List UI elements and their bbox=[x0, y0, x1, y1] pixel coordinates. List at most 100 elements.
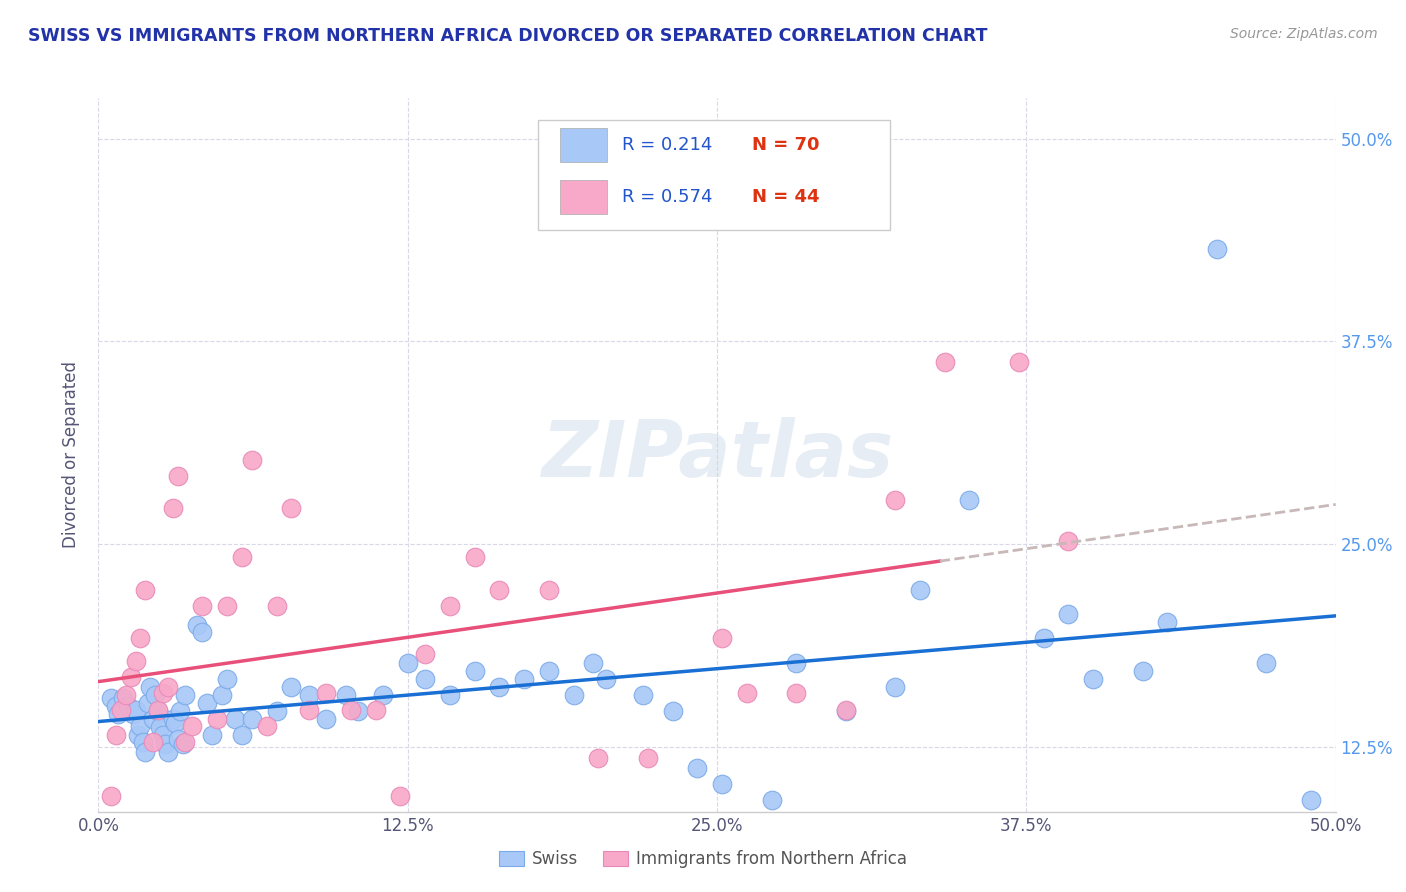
Point bbox=[315, 686, 337, 700]
Point bbox=[132, 735, 155, 749]
Point bbox=[1057, 533, 1080, 548]
Point bbox=[240, 452, 263, 467]
Point bbox=[835, 704, 858, 718]
Point bbox=[114, 688, 136, 702]
Point bbox=[152, 686, 174, 700]
Point bbox=[122, 707, 145, 722]
Point bbox=[139, 680, 162, 694]
Legend: Swiss, Immigrants from Northern Africa: Swiss, Immigrants from Northern Africa bbox=[492, 844, 914, 875]
Point bbox=[588, 751, 610, 765]
Point bbox=[124, 702, 146, 716]
Point bbox=[112, 691, 135, 706]
Point bbox=[231, 550, 253, 565]
Point bbox=[124, 654, 146, 668]
Point bbox=[335, 688, 357, 702]
Point bbox=[142, 735, 165, 749]
Point bbox=[934, 355, 956, 369]
Point bbox=[142, 712, 165, 726]
Point bbox=[211, 688, 233, 702]
Point bbox=[136, 696, 159, 710]
Point bbox=[107, 707, 129, 722]
Point bbox=[562, 688, 585, 702]
Point bbox=[146, 702, 169, 716]
Point bbox=[162, 712, 184, 726]
Point bbox=[735, 686, 758, 700]
Point bbox=[266, 599, 288, 613]
Point bbox=[155, 737, 177, 751]
Point bbox=[165, 715, 187, 730]
Point bbox=[201, 729, 224, 743]
Point bbox=[195, 696, 218, 710]
Point bbox=[785, 686, 807, 700]
Point bbox=[224, 712, 246, 726]
Point bbox=[537, 664, 560, 678]
Point bbox=[595, 672, 617, 686]
Text: ZIPatlas: ZIPatlas bbox=[541, 417, 893, 493]
Point bbox=[413, 672, 436, 686]
Point bbox=[488, 582, 510, 597]
Text: R = 0.574: R = 0.574 bbox=[621, 188, 713, 206]
Point bbox=[413, 648, 436, 662]
Point bbox=[464, 550, 486, 565]
Point bbox=[104, 699, 127, 714]
Point bbox=[169, 704, 191, 718]
Point bbox=[661, 704, 683, 718]
FancyBboxPatch shape bbox=[560, 128, 607, 162]
Point bbox=[266, 704, 288, 718]
Point bbox=[100, 789, 122, 803]
Point bbox=[711, 777, 734, 791]
Point bbox=[191, 624, 214, 639]
Point bbox=[464, 664, 486, 678]
Point bbox=[439, 688, 461, 702]
FancyBboxPatch shape bbox=[537, 120, 890, 230]
Point bbox=[298, 688, 321, 702]
Text: R = 0.214: R = 0.214 bbox=[621, 136, 713, 154]
Point bbox=[205, 712, 228, 726]
Point bbox=[1083, 672, 1105, 686]
Text: N = 44: N = 44 bbox=[752, 188, 820, 206]
Text: SWISS VS IMMIGRANTS FROM NORTHERN AFRICA DIVORCED OR SEPARATED CORRELATION CHART: SWISS VS IMMIGRANTS FROM NORTHERN AFRICA… bbox=[28, 27, 987, 45]
FancyBboxPatch shape bbox=[560, 180, 607, 214]
Point bbox=[129, 719, 152, 733]
Point bbox=[152, 729, 174, 743]
Point bbox=[884, 680, 907, 694]
Point bbox=[231, 729, 253, 743]
Point bbox=[439, 599, 461, 613]
Point bbox=[1057, 607, 1080, 621]
Point bbox=[315, 712, 337, 726]
Point bbox=[240, 712, 263, 726]
Point bbox=[959, 493, 981, 508]
Point bbox=[1156, 615, 1178, 629]
Point bbox=[172, 737, 194, 751]
Point bbox=[389, 789, 412, 803]
Point bbox=[908, 582, 931, 597]
Point bbox=[174, 735, 197, 749]
Point bbox=[1206, 242, 1229, 256]
Point bbox=[156, 745, 179, 759]
Point bbox=[513, 672, 536, 686]
Point bbox=[129, 631, 152, 645]
Point bbox=[117, 699, 139, 714]
Y-axis label: Divorced or Separated: Divorced or Separated bbox=[62, 361, 80, 549]
Point bbox=[631, 688, 654, 702]
Point bbox=[143, 688, 166, 702]
Point bbox=[166, 469, 188, 483]
Text: Source: ZipAtlas.com: Source: ZipAtlas.com bbox=[1230, 27, 1378, 41]
Point bbox=[298, 702, 321, 716]
Point bbox=[256, 719, 278, 733]
Point bbox=[1132, 664, 1154, 678]
Point bbox=[162, 501, 184, 516]
Point bbox=[1256, 656, 1278, 670]
Point bbox=[186, 618, 208, 632]
Point bbox=[217, 599, 239, 613]
Point bbox=[686, 761, 709, 775]
Point bbox=[347, 704, 370, 718]
Point bbox=[146, 704, 169, 718]
Point bbox=[100, 691, 122, 706]
Point bbox=[396, 656, 419, 670]
Point bbox=[637, 751, 659, 765]
Point bbox=[340, 702, 363, 716]
Point bbox=[120, 670, 142, 684]
Point bbox=[371, 688, 394, 702]
Point bbox=[217, 672, 239, 686]
